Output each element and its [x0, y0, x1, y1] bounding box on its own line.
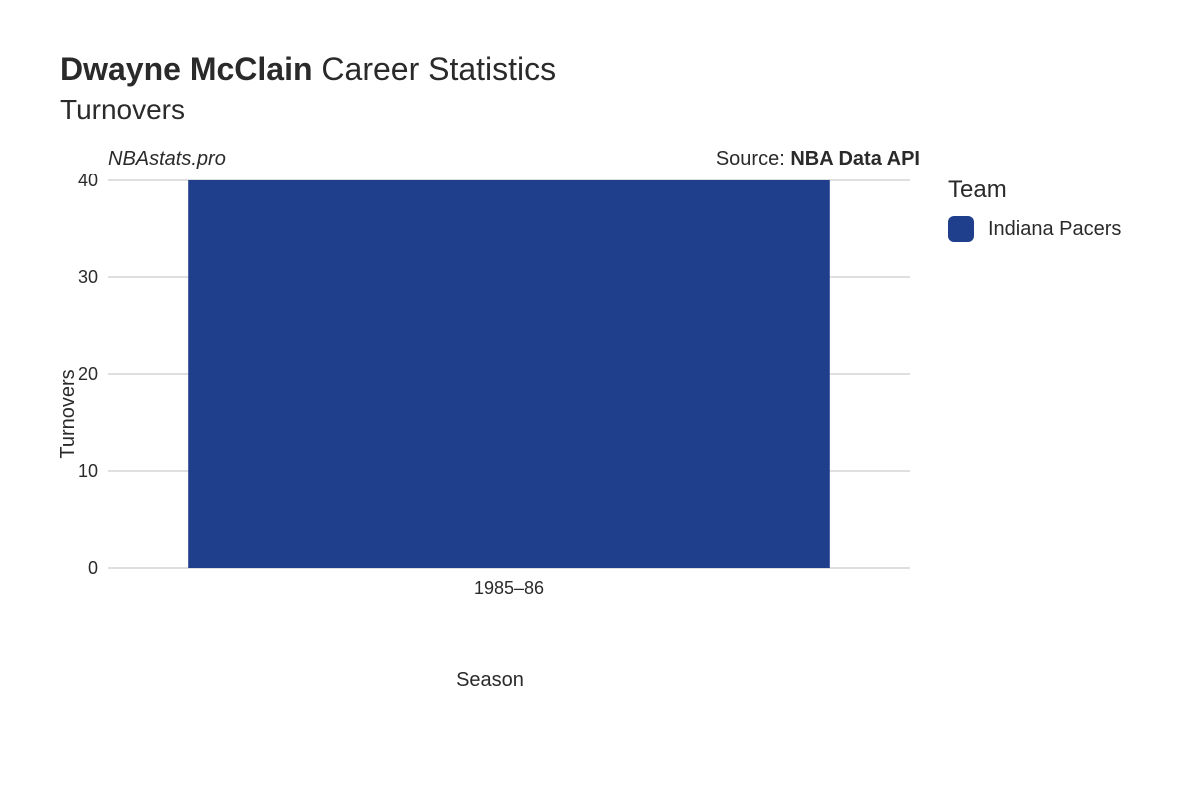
legend: Team Indiana Pacers — [948, 154, 1121, 674]
y-tick-label: 40 — [78, 174, 98, 190]
legend-swatch — [948, 216, 974, 242]
y-axis-label: Turnovers — [57, 370, 80, 459]
legend-item: Indiana Pacers — [948, 216, 1121, 242]
legend-title: Team — [948, 176, 1121, 204]
source-credit: Source: NBA Data API — [716, 148, 920, 171]
legend-label: Indiana Pacers — [988, 218, 1121, 241]
chart-subtitle: Turnovers — [60, 94, 1160, 126]
bar-chart: 0 10 20 30 40 1985–86 — [60, 174, 920, 614]
y-tick-label: 10 — [78, 461, 98, 481]
bar — [188, 180, 830, 568]
y-tick-label: 30 — [78, 267, 98, 287]
legend-items: Indiana Pacers — [948, 216, 1121, 242]
source-label: Source: — [716, 148, 785, 170]
y-tick-label: 20 — [78, 364, 98, 384]
title-suffix: Career Statistics — [321, 51, 556, 87]
y-tick-label: 0 — [88, 558, 98, 578]
credits-row: NBAstats.pro Source: NBA Data API — [108, 148, 920, 171]
title-player: Dwayne McClain — [60, 51, 313, 87]
chart-title: Dwayne McClain Career Statistics — [60, 50, 1160, 88]
plot-row: NBAstats.pro Source: NBA Data API 010203… — [60, 154, 1160, 674]
site-credit: NBAstats.pro — [108, 148, 226, 171]
source-value: NBA Data API — [790, 148, 920, 170]
chart-card: Dwayne McClain Career Statistics Turnove… — [0, 0, 1200, 800]
x-axis-label: Season — [60, 669, 920, 692]
x-tick-label: 1985–86 — [474, 578, 544, 598]
plot-area: NBAstats.pro Source: NBA Data API 010203… — [60, 154, 920, 674]
